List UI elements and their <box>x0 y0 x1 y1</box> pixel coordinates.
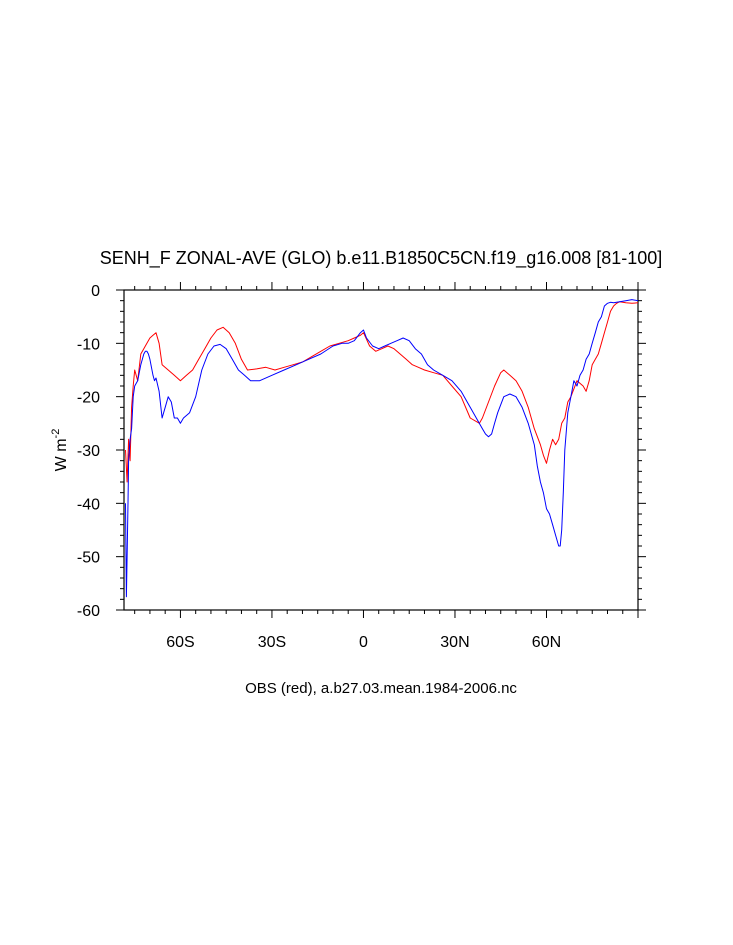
y-tick-label: -20 <box>77 390 100 407</box>
x-tick-label: 60S <box>166 634 194 651</box>
y-tick-label: -10 <box>77 336 100 353</box>
x-tick-label: 60N <box>532 634 561 651</box>
plot-area <box>116 282 646 618</box>
axis-ticks <box>116 282 646 618</box>
chart-title: SENH_F ZONAL-AVE (GLO) b.e11.B1850C5CN.f… <box>100 248 663 269</box>
y-axis-label-main: W m <box>53 438 70 471</box>
y-tick-label: 0 <box>91 283 100 300</box>
y-axis-label: W m-2 <box>50 429 70 472</box>
y-tick-label: -60 <box>77 603 100 620</box>
x-tick-label: 30S <box>258 634 286 651</box>
tick-labels: 0 -10 -20 -30 -40 -50 -60 60S 30S 0 30N 60N <box>77 283 561 651</box>
x-tick-label: 30N <box>440 634 469 651</box>
y-tick-label: -50 <box>77 550 100 567</box>
footnote: OBS (red), a.b27.03.mean.1984-2006.nc <box>245 680 517 697</box>
y-axis-label-sup: -2 <box>50 429 62 439</box>
y-tick-label: -40 <box>77 496 100 513</box>
plot-frame <box>123 289 639 611</box>
series-layer <box>125 299 639 598</box>
x-tick-label: 0 <box>359 634 368 651</box>
y-tick-label: -30 <box>77 443 100 460</box>
series-line-red <box>125 301 639 483</box>
series-line-blue <box>125 299 639 598</box>
